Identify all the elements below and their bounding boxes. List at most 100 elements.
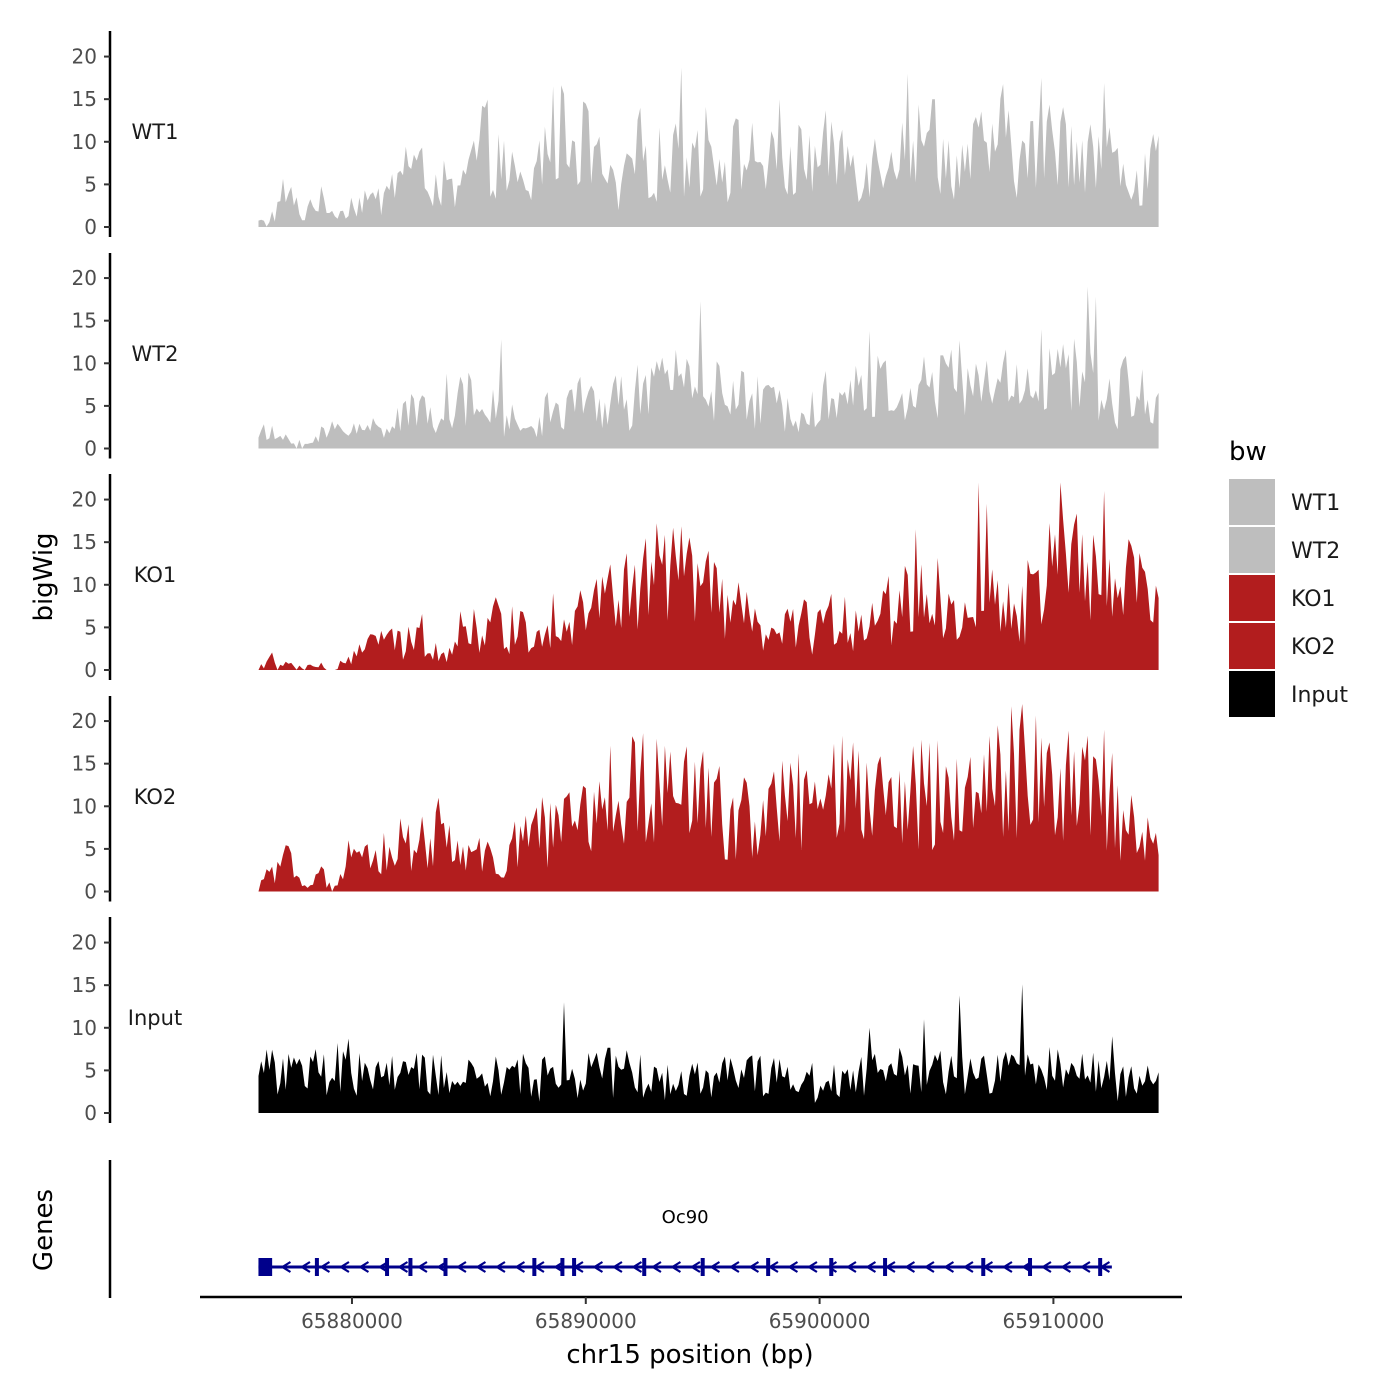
strand-arrow bbox=[455, 1261, 467, 1273]
y-tick-label: 5 bbox=[84, 172, 97, 196]
strand-arrow bbox=[338, 1261, 350, 1273]
strand-arrow bbox=[670, 1261, 682, 1273]
gene-exon bbox=[385, 1258, 390, 1276]
track-ko2: 0 5 10 15 20 KO2 bbox=[72, 696, 1159, 904]
y-tick-label: 0 bbox=[84, 880, 97, 904]
y-tick-label: 15 bbox=[72, 87, 97, 111]
strand-arrow bbox=[943, 1261, 955, 1273]
legend-swatch bbox=[1229, 575, 1275, 621]
signal-tracks: 0 5 10 15 20 WT1 0 5 10 15 20 WT2 0 5 10 15 20 KO1 0 5 10 15 2… bbox=[72, 31, 1159, 1125]
strand-arrow bbox=[826, 1261, 838, 1273]
signal-area-ko2 bbox=[258, 704, 1159, 892]
legend-item-ko1: KO1 bbox=[1229, 575, 1336, 621]
strand-arrow bbox=[377, 1261, 389, 1273]
gene-track: Oc90 bbox=[108, 1160, 1112, 1298]
gene-exon bbox=[443, 1258, 448, 1276]
strand-arrow bbox=[1099, 1261, 1111, 1273]
gene-exon bbox=[314, 1258, 319, 1276]
strand-arrow bbox=[865, 1261, 877, 1273]
track-name-label: Input bbox=[128, 1006, 182, 1030]
legend-swatch bbox=[1229, 479, 1275, 525]
y-tick-label: 15 bbox=[72, 752, 97, 776]
strand-arrow bbox=[299, 1261, 311, 1273]
track-name-label: KO2 bbox=[134, 785, 177, 809]
strand-arrow bbox=[592, 1261, 604, 1273]
legend-label: Input bbox=[1291, 683, 1348, 708]
y-tick-label: 5 bbox=[84, 837, 97, 861]
strand-arrow bbox=[319, 1261, 331, 1273]
strand-arrow bbox=[767, 1261, 779, 1273]
legend-item-wt1: WT1 bbox=[1229, 479, 1340, 525]
legend-label: WT2 bbox=[1291, 539, 1340, 564]
strand-arrow bbox=[358, 1261, 370, 1273]
strand-arrow bbox=[611, 1261, 623, 1273]
x-tick-label: 65880000 bbox=[301, 1309, 403, 1333]
x-axis-title: chr15 position (bp) bbox=[566, 1340, 813, 1370]
x-tick-label: 65890000 bbox=[535, 1309, 637, 1333]
legend-title: bw bbox=[1229, 437, 1267, 467]
strand-arrow bbox=[1021, 1261, 1033, 1273]
legend-item-wt2: WT2 bbox=[1229, 527, 1340, 573]
y-tick-label: 10 bbox=[72, 794, 97, 818]
y-tick-label: 20 bbox=[72, 931, 97, 955]
y-tick-label: 15 bbox=[72, 973, 97, 997]
strand-arrow bbox=[845, 1261, 857, 1273]
y-tick-label: 10 bbox=[72, 130, 97, 154]
strand-arrow bbox=[533, 1261, 545, 1273]
legend-item-ko2: KO2 bbox=[1229, 623, 1336, 669]
strand-arrow bbox=[553, 1261, 565, 1273]
legend: bw WT1 WT2 KO1 KO2 Input bbox=[1229, 437, 1348, 717]
track-wt2: 0 5 10 15 20 WT2 bbox=[72, 253, 1159, 461]
x-tick-label: 65910000 bbox=[1003, 1309, 1105, 1333]
signal-area-wt2 bbox=[258, 286, 1159, 449]
strand-arrow bbox=[748, 1261, 760, 1273]
signal-area-wt1 bbox=[258, 67, 1159, 227]
strand-arrow bbox=[280, 1261, 292, 1273]
y-tick-label: 20 bbox=[72, 488, 97, 512]
y-tick-label: 5 bbox=[84, 1058, 97, 1082]
strand-arrow bbox=[494, 1261, 506, 1273]
gene-exon bbox=[560, 1258, 565, 1276]
signal-area-ko1 bbox=[258, 482, 1159, 670]
strand-arrow bbox=[1001, 1261, 1013, 1273]
y-tick-label: 15 bbox=[72, 530, 97, 554]
strand-arrow bbox=[787, 1261, 799, 1273]
strand-arrow bbox=[1040, 1261, 1052, 1273]
y-tick-label: 10 bbox=[72, 351, 97, 375]
track-name-label: WT2 bbox=[132, 342, 179, 366]
x-tick-label: 65900000 bbox=[769, 1309, 871, 1333]
y-tick-label: 5 bbox=[84, 615, 97, 639]
legend-label: WT1 bbox=[1291, 491, 1340, 516]
legend-items: WT1 WT2 KO1 KO2 Input bbox=[1229, 479, 1348, 717]
strand-arrow bbox=[1060, 1261, 1072, 1273]
track-wt1: 0 5 10 15 20 WT1 bbox=[72, 31, 1159, 239]
y-tick-label: 20 bbox=[72, 709, 97, 733]
strand-arrow bbox=[806, 1261, 818, 1273]
y-tick-label: 15 bbox=[72, 309, 97, 333]
y-tick-label: 10 bbox=[72, 573, 97, 597]
strand-arrow bbox=[631, 1261, 643, 1273]
y-tick-label: 0 bbox=[84, 658, 97, 682]
strand-arrow bbox=[962, 1261, 974, 1273]
gene-exon bbox=[268, 1258, 273, 1276]
track-name-label: WT1 bbox=[132, 120, 179, 144]
strand-arrow bbox=[709, 1261, 721, 1273]
strand-arrow bbox=[904, 1261, 916, 1273]
y-tick-label: 0 bbox=[84, 215, 97, 239]
y-tick-label: 0 bbox=[84, 437, 97, 461]
legend-label: KO2 bbox=[1291, 635, 1336, 660]
legend-item-input: Input bbox=[1229, 671, 1348, 717]
y-tick-label: 5 bbox=[84, 394, 97, 418]
signal-area-input bbox=[258, 984, 1159, 1113]
strand-arrow bbox=[650, 1261, 662, 1273]
y-tick-label: 0 bbox=[84, 1101, 97, 1125]
gene-exon bbox=[700, 1258, 705, 1276]
y-tick-label: 10 bbox=[72, 1016, 97, 1040]
strand-arrow bbox=[514, 1261, 526, 1273]
strand-arrow bbox=[689, 1261, 701, 1273]
track-ko1: 0 5 10 15 20 KO1 bbox=[72, 474, 1159, 682]
legend-swatch bbox=[1229, 671, 1275, 717]
gene-exon bbox=[1028, 1258, 1033, 1276]
strand-arrow bbox=[923, 1261, 935, 1273]
